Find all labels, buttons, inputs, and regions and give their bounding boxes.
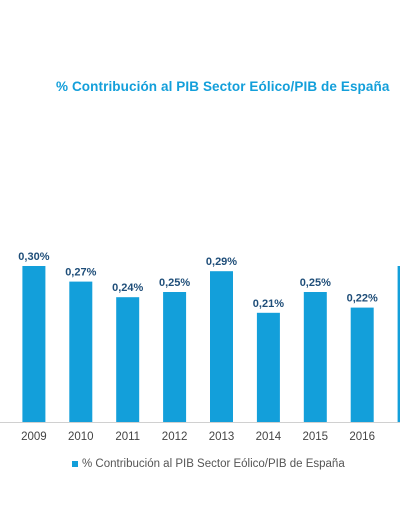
bar-2017 <box>397 266 400 422</box>
bar-2009 <box>22 266 46 422</box>
data-label-2010: 0,27% <box>65 267 96 279</box>
bar-2016 <box>350 307 374 422</box>
data-label-2011: 0,24% <box>112 282 143 294</box>
chart-legend: % Contribución al PIB Sector Eólico/PIB … <box>72 458 345 470</box>
bar-2012 <box>163 292 187 422</box>
legend-label: % Contribución al PIB Sector Eólico/PIB … <box>82 458 345 470</box>
legend-swatch <box>72 461 78 467</box>
x-tick-label-2016: 2016 <box>349 431 375 443</box>
data-label-2013: 0,29% <box>206 256 237 268</box>
bar-2010 <box>69 281 93 422</box>
chart-title: % Contribución al PIB Sector Eólico/PIB … <box>56 79 390 94</box>
data-label-2009: 0,30% <box>18 251 49 263</box>
bar-2014 <box>256 312 280 422</box>
bar-2015 <box>303 292 327 422</box>
data-label-2014: 0,21% <box>253 298 284 310</box>
data-label-2016: 0,22% <box>347 293 378 305</box>
x-tick-label-2013: 2013 <box>209 431 235 443</box>
x-tick-label-2009: 2009 <box>21 431 47 443</box>
x-tick-label-2014: 2014 <box>256 431 282 443</box>
data-label-2012: 0,25% <box>159 277 190 289</box>
data-label-2015: 0,25% <box>300 277 331 289</box>
x-tick-label-2015: 2015 <box>303 431 329 443</box>
bar-2011 <box>116 297 140 422</box>
x-tick-label-2010: 2010 <box>68 431 94 443</box>
x-tick-label-2011: 2011 <box>115 431 140 443</box>
x-tick-label-2012: 2012 <box>162 431 188 443</box>
bar-2013 <box>210 271 233 422</box>
